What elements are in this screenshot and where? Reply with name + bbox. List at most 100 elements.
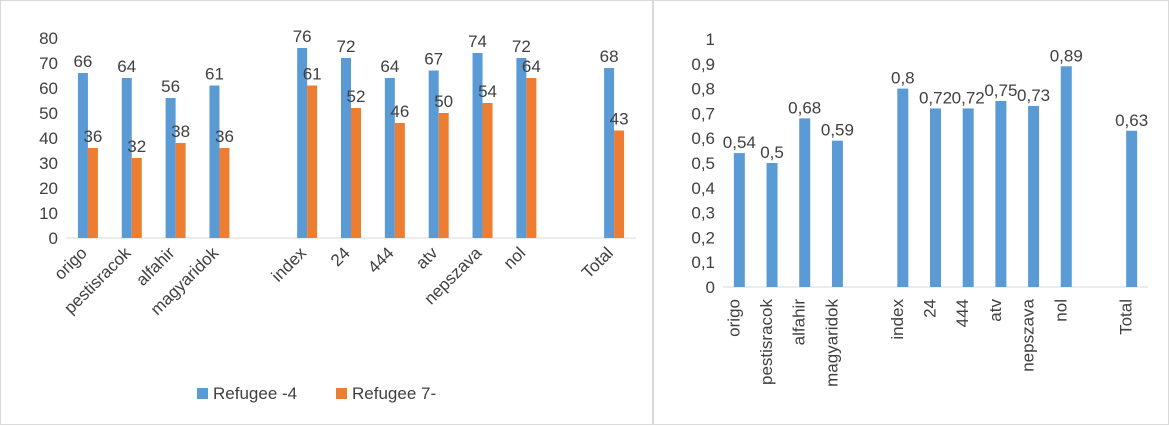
chart0-legend-swatch	[336, 388, 347, 399]
chart0-y-tick-label: 80	[39, 29, 58, 48]
chart0-bar	[209, 85, 220, 238]
chart0-y-tick-label: 10	[39, 204, 58, 223]
chart0-bar	[526, 78, 537, 238]
chart0-bar	[219, 148, 230, 238]
chart1-y-tick-label: 1	[706, 30, 715, 49]
chart0-bar	[438, 113, 449, 238]
chart0-data-label: 43	[610, 110, 629, 129]
chart0-x-tick-label: nol	[500, 243, 529, 272]
chart0-bar	[614, 130, 625, 238]
chart0-data-label: 61	[205, 65, 224, 84]
chart1-bar	[733, 153, 745, 287]
chart1-data-label: 0,72	[919, 88, 952, 107]
chart1-data-label: 0,54	[723, 133, 756, 152]
chart1-bar	[1028, 105, 1040, 288]
chart0-x-tick-label: index	[268, 243, 311, 286]
chart0-data-label: 36	[215, 127, 234, 146]
chart1-y-tick-label: 0,7	[691, 104, 715, 123]
chart1-x-tick-label: magyaridok	[822, 299, 841, 387]
chart1-x-tick-label: 444	[953, 299, 972, 327]
chart1-x-tick-label: nepszava	[1019, 298, 1038, 371]
chart0-bar	[351, 108, 361, 238]
chart0-data-label: 46	[390, 102, 409, 121]
chart0-x-tick-label: 24	[327, 243, 354, 270]
chart0-data-label: 54	[478, 82, 497, 101]
chart0-bar	[516, 58, 527, 238]
right-bar-chart: 0 0,1 0,2 0,3 0,4 0,5 0,6 0,7 0,8 0,9 1 0,54 origo 0,…	[691, 30, 1148, 387]
chart1-bar	[930, 108, 941, 287]
chart1-x-tick-label: index	[888, 299, 907, 340]
chart1-x-tick-label: 24	[921, 299, 940, 318]
chart1-bar	[831, 140, 843, 287]
chart0-y-tick-label: 0	[49, 229, 58, 248]
chart0-data-label: 72	[512, 37, 531, 56]
chart0-y-tick-label: 60	[39, 79, 58, 98]
chart0-bar	[394, 123, 405, 238]
chart0-bar	[341, 58, 351, 238]
chart0-data-label: 52	[347, 87, 366, 106]
chart0-bar	[482, 103, 493, 238]
chart0-bar	[87, 148, 98, 238]
chart0-data-label: 32	[127, 137, 146, 156]
right-chart-panel: 0 0,1 0,2 0,3 0,4 0,5 0,6 0,7 0,8 0,9 1 0,54 origo 0,…	[653, 0, 1169, 425]
chart1-bar	[1126, 130, 1138, 287]
chart1-x-tick-label: alfahir	[790, 299, 809, 346]
chart1-x-tick-label: pestisracok	[757, 299, 776, 385]
chart1-bar	[1060, 66, 1072, 287]
chart1-y-tick-label: 0,2	[691, 228, 715, 247]
chart0-bar	[175, 143, 186, 238]
chart1-x-tick-label: origo	[724, 299, 743, 337]
chart0-legend-swatch	[197, 388, 208, 399]
chart1-data-label: 0,59	[821, 121, 854, 140]
chart0-y-tick-label: 70	[39, 54, 58, 73]
chart1-bar	[962, 108, 974, 287]
chart0-x-tick-label: atv	[412, 243, 442, 273]
chart1-bar	[766, 163, 778, 287]
chart0-data-label: 61	[303, 65, 322, 84]
chart0-data-label: 64	[380, 57, 399, 76]
chart1-data-label: 0,89	[1050, 46, 1083, 65]
chart1-data-label: 0,72	[952, 88, 985, 107]
chart0-data-label: 76	[293, 27, 312, 46]
chart0-legend-label: Refugee -4	[213, 384, 297, 403]
chart1-y-tick-label: 0,5	[691, 154, 715, 173]
chart0-x-tick-label: origo	[51, 243, 91, 283]
chart0-bar	[428, 70, 439, 238]
chart0-bar	[121, 78, 132, 238]
chart1-data-label: 0,73	[1017, 86, 1050, 105]
chart0-data-label: 66	[73, 52, 92, 71]
chart0-bar	[384, 78, 395, 238]
chart1-data-label: 0,75	[984, 81, 1017, 100]
chart0-bar	[604, 68, 615, 238]
chart0-y-tick-label: 20	[39, 179, 58, 198]
chart0-bar	[131, 158, 142, 238]
chart1-x-tick-label: nol	[1051, 299, 1070, 322]
chart1-data-label: 0,8	[891, 69, 915, 88]
chart0-legend-label: Refugee 7-	[352, 384, 436, 403]
chart1-x-tick-label: atv	[986, 299, 1005, 322]
chart1-bar	[995, 101, 1007, 287]
chart1-data-label: 0,63	[1115, 111, 1148, 130]
chart1-x-tick-label: Total	[1117, 299, 1136, 335]
chart1-y-tick-label: 0,9	[691, 55, 715, 74]
chart0-bar	[472, 53, 483, 238]
chart0-y-tick-label: 40	[39, 129, 58, 148]
left-chart-panel: 0 10 20 30 40 50 60 70 80 66 36 origo 64 32 pestisraco…	[0, 0, 653, 425]
chart1-bar	[897, 88, 909, 287]
chart1-y-tick-label: 0,8	[691, 80, 715, 99]
chart0-bar	[307, 85, 318, 238]
chart1-y-tick-label: 0,6	[691, 129, 715, 148]
chart1-y-tick-label: 0,3	[691, 204, 715, 223]
chart1-bar	[799, 118, 811, 287]
chart0-data-label: 38	[171, 122, 190, 141]
chart0-y-tick-label: 30	[39, 154, 58, 173]
chart0-x-tick-label: 444	[364, 243, 397, 276]
chart0-y-tick-label: 50	[39, 104, 58, 123]
chart0-data-label: 64	[522, 57, 541, 76]
chart0-data-label: 68	[600, 47, 619, 66]
chart0-x-tick-label: Total	[578, 243, 617, 282]
chart1-data-label: 0,68	[788, 98, 821, 117]
chart0-data-label: 36	[83, 127, 102, 146]
chart0-bar	[77, 73, 88, 238]
chart0-data-label: 67	[424, 50, 443, 69]
